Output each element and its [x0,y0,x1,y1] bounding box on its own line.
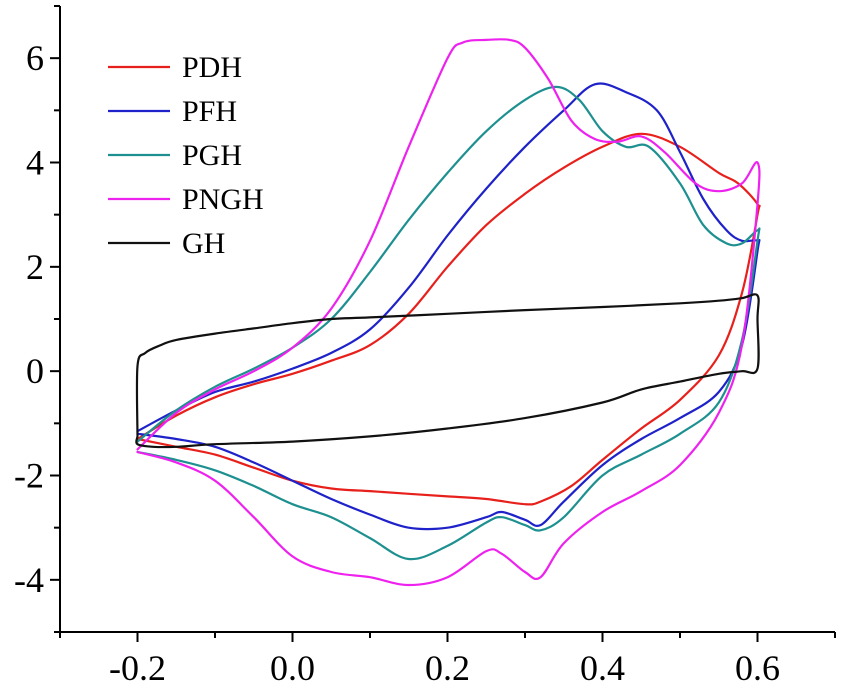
y-tick-label: 2 [26,247,44,287]
series-line-pngh [136,38,761,587]
series-line-pfh [136,82,761,531]
y-tick-label: -4 [14,560,44,600]
y-tick-label: -2 [14,456,44,496]
x-tick-label: 0.6 [735,648,780,688]
legend-label-gh: GH [182,227,225,260]
legend-label-pfh: PFH [182,95,237,128]
legend-label-pgh: PGH [182,139,242,172]
legend-label-pdh: PDH [182,51,242,84]
x-tick-label: -0.2 [109,648,166,688]
x-tick-label: 0.2 [425,648,470,688]
legend: PDH PFH PGH PNGH GH [108,51,264,260]
series-line-pgh [136,85,761,561]
axes-layer: -4 -2 0 2 4 6 -0.2 0.0 0.2 0.4 0.6 [14,5,836,688]
x-tick-label: 0.0 [270,648,315,688]
y-tick-label: 0 [26,351,44,391]
series-line-gh [135,293,760,449]
y-tick-label: 4 [26,143,44,183]
legend-label-pngh: PNGH [182,183,264,216]
x-tick-label: 0.4 [580,648,625,688]
y-tick-label: 6 [26,38,44,78]
series-layer [135,38,761,587]
